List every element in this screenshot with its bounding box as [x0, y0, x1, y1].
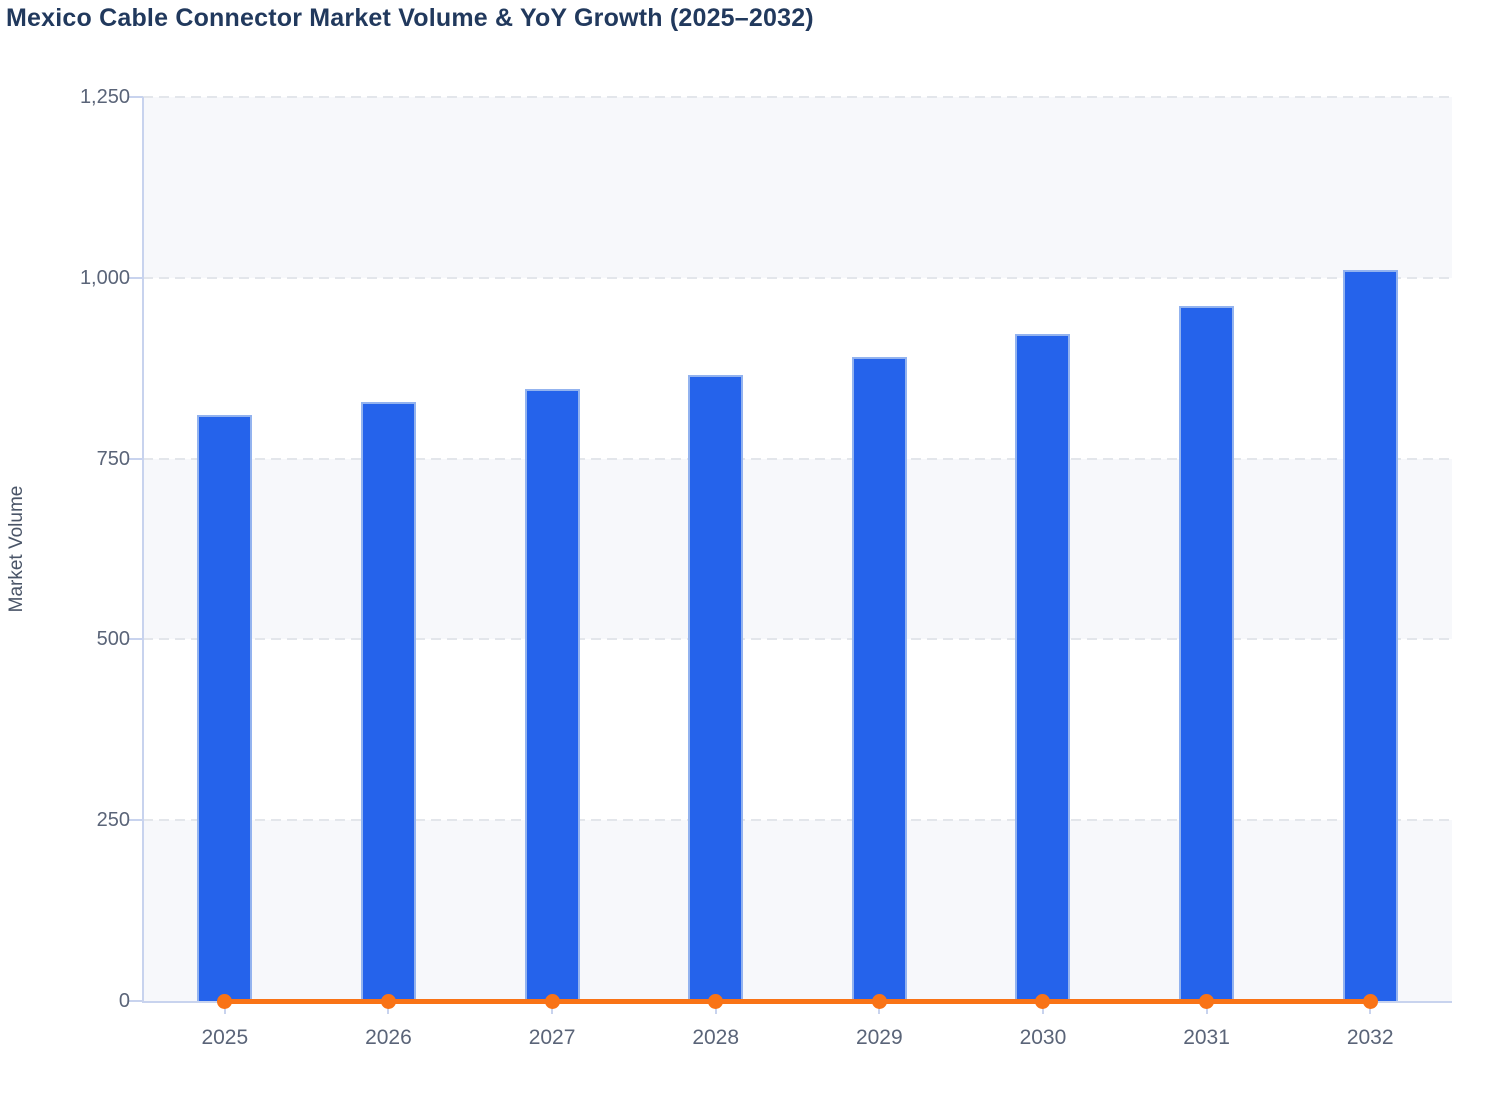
yoy-marker-2030[interactable]: [1035, 993, 1051, 1009]
x-tick-label: 2029: [855, 1026, 903, 1049]
x-tick-label: 2031: [1183, 1026, 1230, 1049]
gridline: [143, 819, 1452, 822]
bar-2031[interactable]: [1179, 306, 1235, 1001]
y-tick-label: 1,250: [79, 86, 130, 108]
gridline: [143, 457, 1452, 460]
bar-2027[interactable]: [524, 389, 580, 1001]
y-tick-label: 750: [96, 447, 130, 470]
y-tick-label: 250: [96, 809, 130, 832]
x-tick-label: 2032: [1346, 1026, 1394, 1049]
y-axis-tick: [128, 276, 143, 279]
yoy-marker-2028[interactable]: [708, 993, 724, 1009]
y-axis-line: [142, 97, 144, 1003]
plot-band: [143, 458, 1452, 640]
bar-2025[interactable]: [197, 415, 253, 1001]
y-axis-tick: [128, 819, 143, 822]
bar-2029[interactable]: [851, 356, 907, 1001]
gridline: [143, 276, 1452, 279]
y-axis-tick: [128, 96, 143, 98]
y-axis-tick: [128, 1000, 143, 1002]
y-axis-tick: [128, 457, 143, 460]
yoy-marker-2026[interactable]: [380, 993, 396, 1009]
y-axis-title: Market Volume: [6, 485, 27, 613]
bar-2032[interactable]: [1342, 269, 1398, 1001]
bar-2026[interactable]: [360, 402, 416, 1001]
yoy-marker-2032[interactable]: [1362, 993, 1378, 1009]
bar-2028[interactable]: [688, 374, 744, 1001]
yoy-marker-2029[interactable]: [871, 993, 887, 1009]
chart-title: Mexico Cable Connector Market Volume & Y…: [6, 4, 814, 32]
x-tick-label: 2026: [365, 1026, 412, 1049]
plot-area: 0 250 500 750 1,000 1,250 2025 2026 2027 2028 2029…: [80, 87, 1452, 1048]
yoy-marker-2025[interactable]: [217, 993, 233, 1009]
x-tick-label: 2030: [1019, 1026, 1067, 1049]
plot-band: [143, 97, 1452, 278]
yoy-marker-2027[interactable]: [544, 993, 560, 1009]
y-tick-label: 1,000: [79, 266, 130, 289]
y-tick-label: 0: [118, 990, 130, 1012]
plot-band: [143, 820, 1452, 1001]
gridline: [143, 96, 1452, 98]
gridline: [143, 638, 1452, 641]
yoy-growth-line: [224, 998, 1371, 1004]
x-tick-label: 2027: [528, 1026, 576, 1049]
yoy-marker-2031[interactable]: [1199, 993, 1215, 1009]
x-tick-label: 2025: [201, 1026, 249, 1049]
y-tick-label: 500: [96, 628, 130, 651]
y-axis-tick: [128, 638, 143, 641]
bar-2030[interactable]: [1015, 334, 1071, 1001]
x-tick-label: 2028: [692, 1026, 740, 1049]
